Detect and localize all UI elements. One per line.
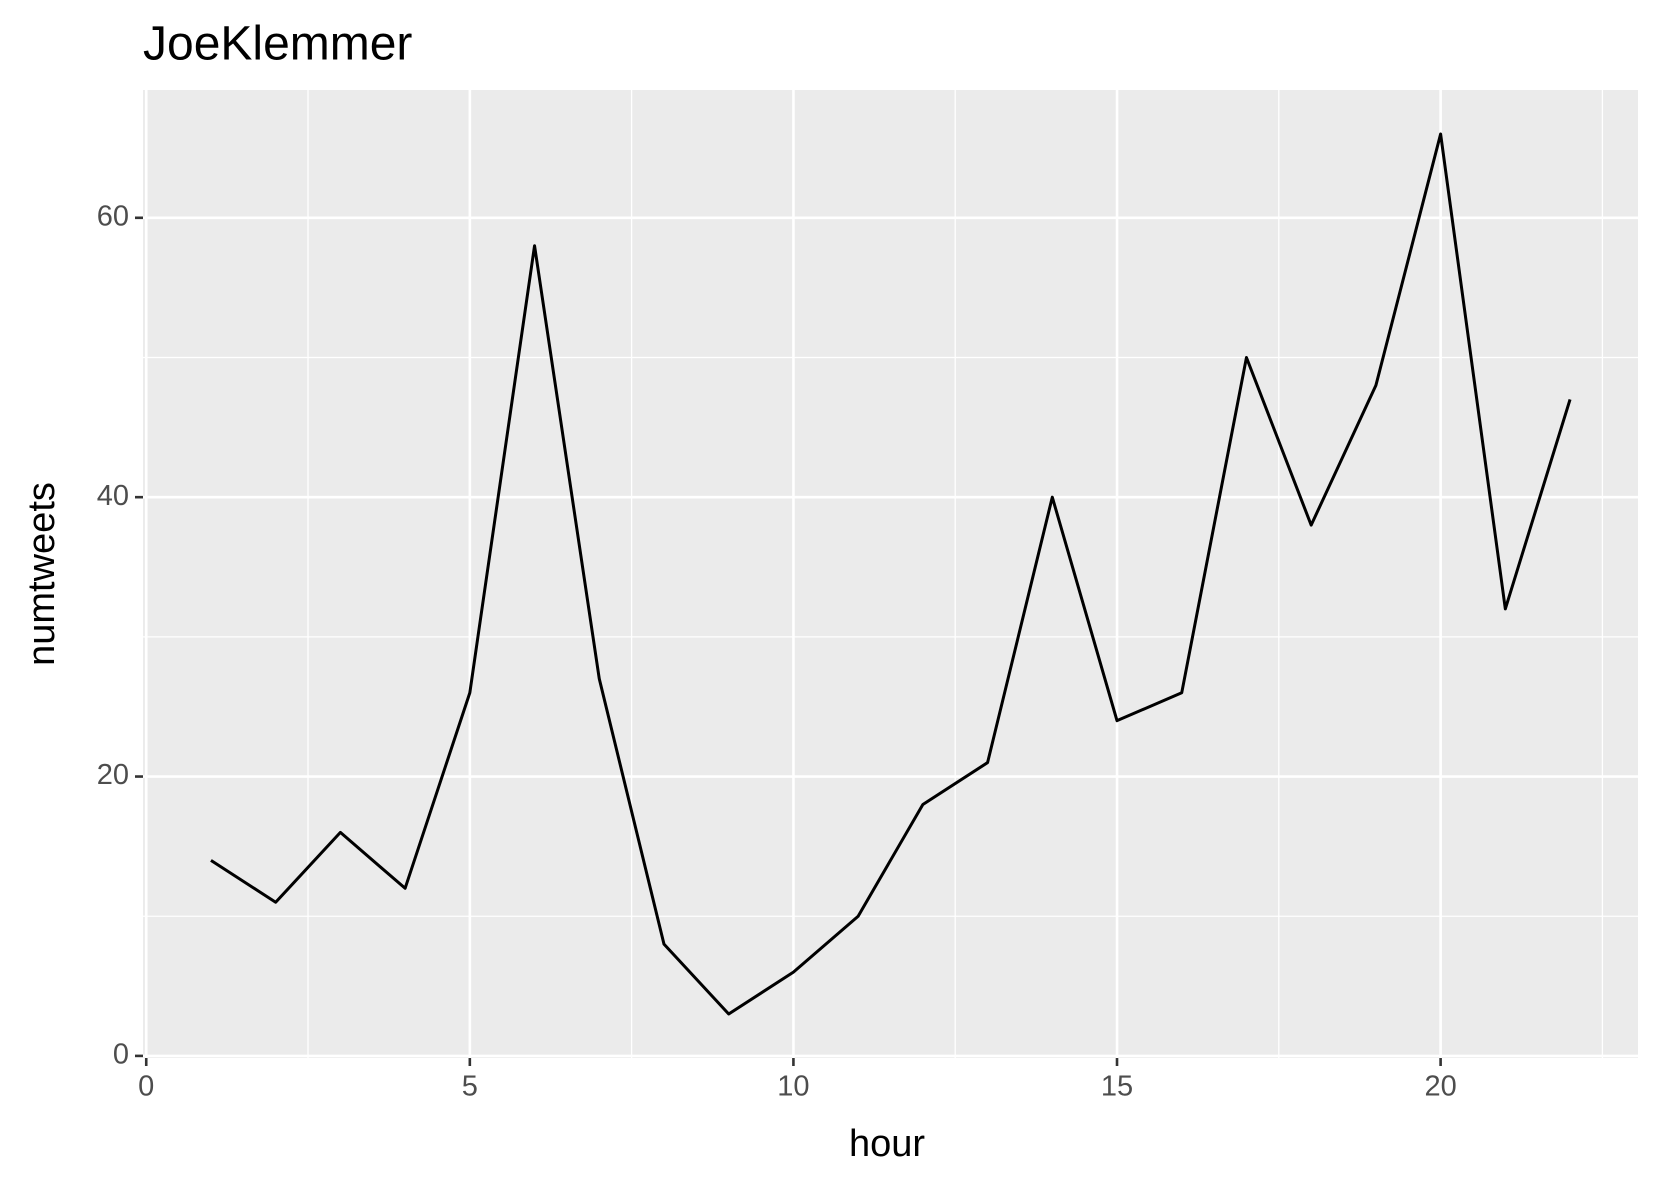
y-tick-label: 60 <box>97 200 129 232</box>
x-tick-label: 15 <box>1101 1071 1133 1103</box>
chart-title: JoeKlemmer <box>143 18 412 71</box>
x-tick-label: 10 <box>777 1071 809 1103</box>
y-tick-label: 0 <box>113 1039 129 1071</box>
x-tick-label: 5 <box>462 1071 478 1103</box>
y-tick-label: 40 <box>97 480 129 512</box>
x-tick-label: 20 <box>1424 1071 1456 1103</box>
y-axis-title: numtweets <box>21 482 63 666</box>
data-line <box>210 132 1572 1016</box>
x-tick-label: 0 <box>138 1071 154 1103</box>
x-axis-title: hour <box>849 1123 925 1165</box>
plot-panel <box>143 90 1638 1058</box>
y-tick-label: 20 <box>97 759 129 791</box>
